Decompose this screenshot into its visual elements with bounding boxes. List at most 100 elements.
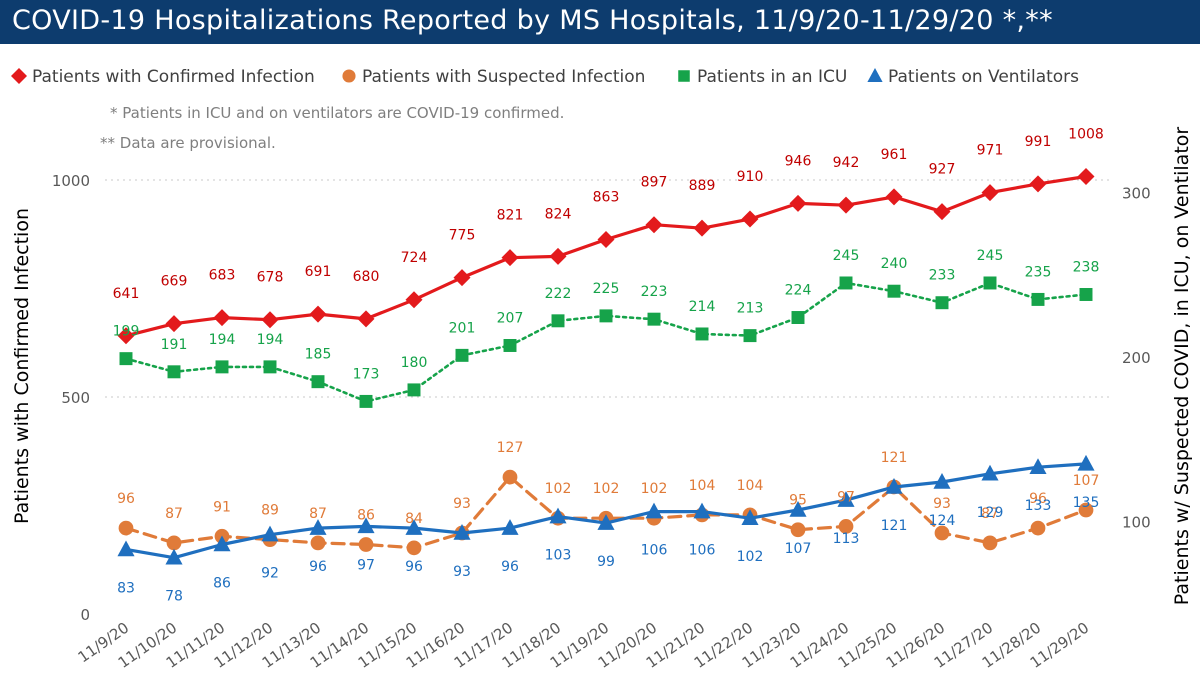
series-4-point [693,502,711,519]
series-2-data-label: 102 [545,481,572,497]
series-3-data-label: 213 [737,301,764,317]
series-4-data-label: 92 [261,566,279,582]
series-3-point [1079,288,1093,301]
series-4-point [549,507,567,524]
series-4-point [597,514,615,530]
series-4-data-label: 83 [117,580,135,596]
series-4-data-label: 96 [501,559,519,575]
series-1-data-label: 683 [209,268,236,284]
legend-marker-3 [678,70,690,82]
series-1-point [981,184,999,202]
legend: Patients with Confirmed Infection Patient… [11,67,1079,87]
series-3-data-label: 240 [881,256,908,272]
title-bar: COVID-19 Hospitalizations Reported by MS… [0,0,1200,44]
series-3-point [503,339,517,352]
series-3-data-label: 207 [497,310,524,326]
series-3-point [263,360,277,374]
series-1-point [789,194,807,212]
data-labels: 199 191 194 194 185 173 180 201 207 222 225 223 214 2… [113,127,1104,605]
legend-marker-2 [342,69,356,83]
series-1-data-label: 821 [497,208,524,224]
series-2-data-label: 87 [165,506,183,522]
series-4-data-label: 106 [689,543,716,559]
series-4-point [357,517,375,534]
series-4-data-label: 135 [1073,495,1100,511]
series-3-point [407,383,421,397]
series-2-data-label: 89 [261,503,279,519]
series-4-point [933,473,951,489]
series-3-point [695,327,709,341]
series-1-point [741,210,759,228]
series-3-data-label: 233 [929,268,956,284]
series-4-point [981,464,999,481]
series-1-data-label: 942 [833,155,860,171]
series-4-data-label: 96 [405,559,423,575]
series-2-point [310,535,326,551]
series-2-point [1078,502,1094,518]
series-1-point [933,203,951,221]
series-3-point [359,394,373,408]
series-1-point [165,315,183,333]
x-axis-ticks: 11/9/2011/10/2011/11/2011/12/2011/13/201… [75,619,1093,672]
series-3-point [647,312,661,326]
series-4-data-label: 124 [929,513,956,529]
series-3-data-label: 235 [1025,264,1052,280]
right-axis-ticks: 100 200 300 [1122,185,1151,532]
series-4-data-label: 106 [641,543,668,559]
series-3-data-label: 224 [785,283,812,299]
series-3-point [551,314,565,328]
series-4-point [117,540,135,557]
series-2-data-label: 107 [1073,473,1100,489]
series-3-point [839,276,853,290]
series-1-point [1029,175,1047,193]
series-2-point [934,525,950,541]
series-3-point [743,329,757,343]
series-3-point [119,352,133,366]
legend-label-2: Patients with Suspected Infection [362,67,645,87]
series-4-point [645,502,663,519]
series-1-point [261,311,279,329]
series-2-data-label: 97 [837,489,855,505]
series-3-data-label: 199 [113,324,140,340]
series-2-data-label: 87 [309,506,327,522]
series-4-data-label: 86 [213,576,231,592]
series-1-data-label: 910 [737,169,764,185]
series-2-point [118,520,134,536]
series-2-point [982,535,998,551]
series-2-data-label: 102 [593,481,620,497]
left-tick-label: 1000 [52,172,90,190]
series-2-data-label: 84 [405,511,423,527]
series-3-data-label: 225 [593,281,620,297]
series-1-point [453,269,471,287]
series-3-data-label: 191 [161,337,188,353]
series-4-point [837,491,855,507]
series-3-point [791,311,805,324]
series-2-data-label: 93 [933,496,951,512]
series-4-point [501,519,519,535]
series-4-data-label: 129 [977,505,1004,521]
series-2-point [838,519,854,534]
series-3-point [887,284,901,298]
series-1-data-label: 927 [929,162,956,178]
series-2-data-label: 102 [641,481,668,497]
legend-marker-4 [867,68,883,82]
series-1-data-label: 991 [1025,134,1052,150]
series-2-data-label: 104 [737,478,764,494]
series-4-data-label: 107 [785,541,812,557]
series-3-data-label: 194 [209,332,236,348]
series-4-data-label: 78 [165,589,183,605]
series-4-point [405,519,423,535]
series-1-point [357,310,375,328]
series-1-point [405,291,423,309]
series-4-data-label: 93 [453,564,471,580]
right-tick-label: 300 [1122,185,1151,203]
left-axis-title: Patients with Confirmed Infection [11,208,33,524]
series-2-point [790,522,806,538]
series-3-point [311,375,325,389]
series-1-point [837,196,855,214]
series-1-point [213,309,231,327]
series-1-data-label: 897 [641,175,668,191]
legend-label-3: Patients in an ICU [697,67,847,87]
left-tick-label: 0 [80,606,90,624]
series-4-point [213,535,231,552]
